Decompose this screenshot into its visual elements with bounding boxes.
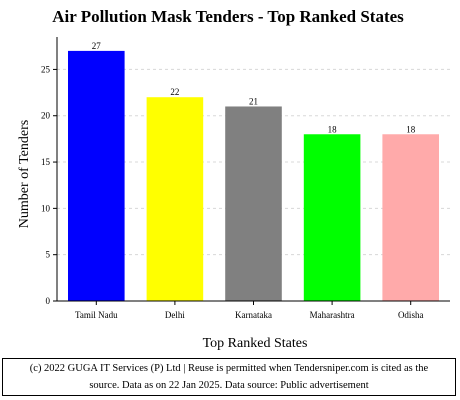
bar	[382, 134, 439, 301]
data-label: 18	[406, 124, 416, 134]
x-tick-label: Karnataka	[235, 310, 272, 320]
data-label: 22	[170, 87, 179, 97]
bar	[303, 134, 361, 301]
data-label: 18	[328, 124, 338, 134]
data-label: 21	[249, 96, 258, 106]
bar	[68, 50, 125, 301]
bars: 27 22 21 18 18	[68, 41, 439, 301]
y-axis-label: Number of Tenders	[17, 120, 32, 228]
footer-credit: (c) 2022 GUGA IT Services (P) Ltd | Reus…	[2, 358, 456, 396]
x-axis-label: Top Ranked States	[203, 336, 308, 351]
data-label: 27	[92, 41, 102, 51]
axes: 0 5 10 15 20 25 Tamil Nadu Delhi Karnataka Mahara…	[41, 37, 450, 320]
x-tick-label: Delhi	[165, 310, 185, 320]
x-tick-label: Tamil Nadu	[75, 310, 118, 320]
x-tick-label: Odisha	[398, 310, 424, 320]
y-tick-label: 0	[46, 296, 51, 306]
footer-line-1: (c) 2022 GUGA IT Services (P) Ltd | Reus…	[29, 363, 429, 374]
footer-line-2: source. Data as on 22 Jan 2025. Data sou…	[89, 380, 369, 391]
x-tick-label: Maharashtra	[310, 310, 355, 320]
y-tick-label: 10	[41, 203, 51, 213]
y-tick-label: 5	[46, 250, 51, 260]
bar	[146, 97, 204, 301]
y-tick-label: 20	[41, 111, 51, 121]
chart-title: Air Pollution Mask Tenders - Top Ranked …	[52, 7, 404, 26]
bar	[225, 106, 282, 301]
y-tick-label: 25	[41, 64, 51, 74]
y-tick-label: 15	[41, 157, 51, 167]
